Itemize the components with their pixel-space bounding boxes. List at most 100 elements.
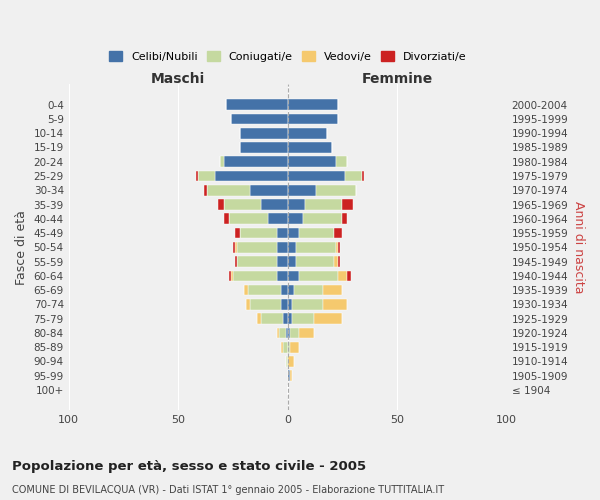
Bar (338, 242, 340, 252)
Bar (283, 314, 287, 324)
Bar (323, 285, 343, 296)
Bar (287, 299, 292, 310)
Bar (287, 314, 292, 324)
Bar (268, 214, 287, 224)
Bar (334, 228, 343, 238)
Bar (262, 314, 283, 324)
Bar (281, 342, 283, 352)
Bar (239, 128, 287, 138)
Bar (238, 242, 277, 252)
Bar (277, 270, 287, 281)
Bar (287, 114, 338, 124)
Text: COMUNE DI BEVILACQUA (VR) - Dati ISTAT 1° gennaio 2005 - Elaborazione TUTTITALIA: COMUNE DI BEVILACQUA (VR) - Dati ISTAT 1… (12, 485, 444, 495)
Bar (305, 199, 343, 210)
Bar (287, 100, 338, 110)
Text: Femmine: Femmine (362, 72, 433, 86)
Bar (299, 328, 314, 338)
Y-axis label: Anni di nascita: Anni di nascita (572, 201, 585, 294)
Bar (224, 156, 287, 167)
Bar (277, 242, 287, 252)
Bar (294, 285, 323, 296)
Bar (343, 214, 347, 224)
Bar (336, 242, 338, 252)
Bar (303, 214, 343, 224)
Bar (196, 170, 198, 181)
Bar (233, 242, 235, 252)
Bar (250, 185, 287, 196)
Bar (262, 199, 287, 210)
Bar (244, 285, 248, 296)
Bar (233, 270, 277, 281)
Bar (277, 256, 287, 267)
Bar (290, 328, 299, 338)
Bar (248, 285, 281, 296)
Bar (287, 270, 299, 281)
Bar (344, 170, 362, 181)
Bar (281, 299, 287, 310)
Bar (287, 228, 299, 238)
Bar (235, 228, 239, 238)
Bar (198, 170, 215, 181)
Bar (287, 370, 290, 381)
Bar (296, 242, 336, 252)
Bar (220, 156, 224, 167)
Bar (226, 100, 287, 110)
Legend: Celibi/Nubili, Coniugati/e, Vedovi/e, Divorziati/e: Celibi/Nubili, Coniugati/e, Vedovi/e, Di… (106, 48, 470, 65)
Bar (235, 242, 238, 252)
Bar (206, 185, 250, 196)
Bar (286, 356, 287, 367)
Bar (231, 114, 287, 124)
Bar (286, 328, 287, 338)
Y-axis label: Fasce di età: Fasce di età (15, 210, 28, 285)
Bar (290, 370, 292, 381)
Bar (287, 285, 294, 296)
Bar (287, 199, 305, 210)
Bar (287, 242, 296, 252)
Bar (287, 185, 316, 196)
Bar (281, 285, 287, 296)
Bar (314, 314, 343, 324)
Bar (316, 185, 356, 196)
Bar (283, 342, 287, 352)
Bar (338, 270, 347, 281)
Bar (238, 256, 277, 267)
Bar (205, 185, 206, 196)
Bar (334, 256, 338, 267)
Bar (347, 270, 351, 281)
Bar (250, 299, 281, 310)
Bar (287, 214, 303, 224)
Bar (224, 214, 229, 224)
Bar (239, 142, 287, 153)
Bar (239, 228, 277, 238)
Text: Popolazione per età, sesso e stato civile - 2005: Popolazione per età, sesso e stato civil… (12, 460, 366, 473)
Bar (257, 314, 262, 324)
Bar (287, 356, 294, 367)
Bar (299, 270, 338, 281)
Bar (323, 299, 347, 310)
Bar (287, 170, 344, 181)
Bar (287, 342, 290, 352)
Bar (235, 256, 238, 267)
Bar (296, 256, 334, 267)
Bar (292, 314, 314, 324)
Text: Maschi: Maschi (151, 72, 205, 86)
Bar (343, 199, 353, 210)
Bar (287, 328, 290, 338)
Bar (338, 256, 340, 267)
Bar (336, 156, 347, 167)
Bar (246, 299, 250, 310)
Bar (229, 214, 268, 224)
Bar (229, 270, 231, 281)
Bar (287, 256, 296, 267)
Bar (287, 156, 336, 167)
Bar (231, 270, 233, 281)
Bar (287, 142, 331, 153)
Bar (224, 199, 262, 210)
Bar (277, 228, 287, 238)
Bar (218, 199, 224, 210)
Bar (299, 228, 334, 238)
Bar (277, 328, 279, 338)
Bar (279, 328, 286, 338)
Bar (215, 170, 287, 181)
Bar (290, 342, 299, 352)
